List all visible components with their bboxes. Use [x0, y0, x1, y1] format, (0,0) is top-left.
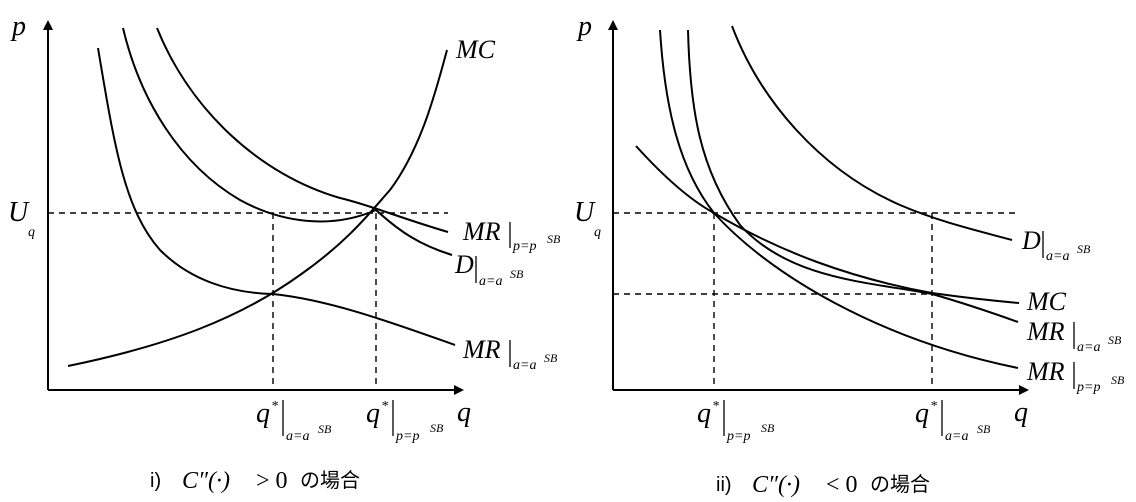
- right-q-label: q: [1014, 397, 1028, 428]
- left-qa-star: *: [271, 399, 278, 414]
- right-qp-sup: SB: [761, 421, 775, 435]
- left-mr-a-label: MR: [462, 335, 501, 364]
- left-caption-num: i): [150, 470, 161, 492]
- right-caption-expr: C″(·): [752, 472, 800, 498]
- right-mr-p-label: MR: [1026, 357, 1065, 386]
- right-d-sub: a=a: [1046, 249, 1069, 264]
- right-qa-sub: a=a: [945, 429, 968, 444]
- left-qp-sup: SB: [430, 421, 444, 435]
- left-d-label: D: [454, 250, 474, 279]
- right-d-sup: SB: [1077, 242, 1091, 256]
- right-mc-curve: [635, 145, 1020, 304]
- left-qa-sub: a=a: [286, 429, 309, 444]
- right-qa-label: q: [915, 398, 929, 429]
- left-mr-p-curve: [156, 27, 449, 233]
- right-qa-sup: SB: [977, 422, 991, 436]
- left-mr-a-curve: [97, 47, 456, 346]
- right-d-label: D: [1021, 226, 1041, 255]
- left-caption-expr: C″(·): [182, 468, 230, 494]
- left-uq-label: U: [8, 197, 30, 228]
- left-qp-sub: p=p: [395, 429, 419, 444]
- right-qa-star: *: [930, 399, 937, 414]
- left-panel: p q U q MC MR p=p SB D a=a SB MR a=a SB …: [8, 11, 561, 494]
- left-uq-sub: q: [28, 225, 35, 240]
- right-mr-a-curve: [687, 29, 1019, 323]
- left-d-curve: [122, 27, 453, 256]
- right-qp-sub: p=p: [726, 429, 750, 444]
- left-d-sub: a=a: [479, 274, 502, 289]
- left-mc-curve: [67, 49, 448, 367]
- right-panel: p q U q D a=a SB MC MR a=a SB MR p=p SB …: [574, 11, 1125, 498]
- right-mr-p-sup: SB: [1111, 373, 1125, 387]
- left-mr-p-sup: SB: [547, 232, 561, 246]
- right-mr-p-sub: p=p: [1076, 380, 1100, 395]
- right-mc-label: MC: [1026, 287, 1067, 316]
- right-uq-label: U: [574, 197, 596, 228]
- left-caption-rel: > 0: [256, 468, 288, 494]
- right-mr-a-label: MR: [1026, 317, 1065, 346]
- right-caption-rel: < 0: [826, 472, 858, 498]
- left-caption-suffix: の場合: [300, 469, 360, 492]
- left-qa-sup: SB: [318, 422, 332, 436]
- left-qp-star: *: [381, 399, 388, 414]
- left-d-sup: SB: [510, 267, 524, 281]
- right-mr-a-sup: SB: [1108, 333, 1122, 347]
- right-qp-label: q: [697, 398, 711, 429]
- right-uq-sub: q: [594, 225, 601, 240]
- right-p-label: p: [576, 11, 592, 42]
- left-mr-a-sup: SB: [544, 351, 558, 365]
- left-mc-label: MC: [455, 35, 496, 64]
- left-mr-a-sub: a=a: [513, 358, 536, 373]
- right-qp-star: *: [712, 399, 719, 414]
- right-caption-suffix: の場合: [870, 473, 930, 496]
- right-caption-num: ii): [716, 474, 732, 496]
- left-qp-label: q: [366, 398, 380, 429]
- left-qa-label: q: [256, 398, 270, 429]
- left-mr-p-sub: p=p: [512, 239, 536, 254]
- right-mr-p-curve: [659, 29, 1019, 369]
- left-q-label: q: [457, 397, 471, 428]
- left-mr-p-label: MR: [462, 217, 501, 246]
- right-mr-a-sub: a=a: [1077, 340, 1100, 355]
- left-p-label: p: [10, 11, 26, 42]
- right-d-curve: [731, 25, 1013, 241]
